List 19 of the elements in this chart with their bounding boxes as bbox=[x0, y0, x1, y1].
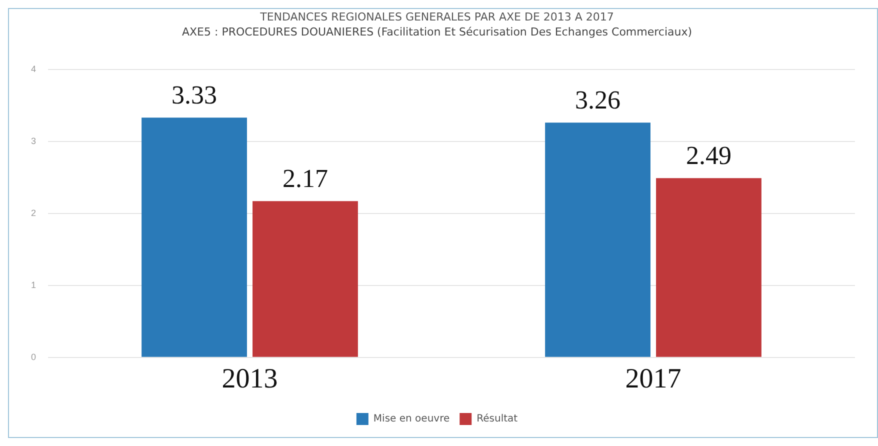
legend-label: Résultat bbox=[476, 414, 518, 425]
y-tick-label: 3 bbox=[30, 136, 36, 146]
legend-label: Mise en oeuvre bbox=[373, 414, 450, 425]
data-label: 3.26 bbox=[575, 86, 621, 115]
y-tick-label: 2 bbox=[30, 208, 36, 218]
y-tick-label: 0 bbox=[30, 352, 36, 362]
x-tick-label: 2013 bbox=[222, 364, 278, 395]
data-label: 3.33 bbox=[172, 80, 218, 110]
bar bbox=[656, 178, 762, 357]
x-tick-label: 2017 bbox=[625, 364, 682, 395]
y-tick-label: 4 bbox=[30, 64, 36, 74]
data-label: 2.17 bbox=[282, 164, 328, 193]
bar bbox=[545, 122, 650, 357]
data-label: 2.49 bbox=[686, 140, 732, 170]
bar bbox=[252, 201, 358, 357]
bar bbox=[142, 118, 247, 357]
y-tick-label: 1 bbox=[30, 280, 36, 290]
chart-title: TENDANCES REGIONALES GENERALES PAR AXE DE 2013 A 2017 bbox=[259, 10, 614, 24]
chart-subtitle: AXE5 : PROCEDURES DOUANIERES (Facilitation Et Sécurisation Des Echanges Commerciaux) bbox=[182, 26, 692, 39]
